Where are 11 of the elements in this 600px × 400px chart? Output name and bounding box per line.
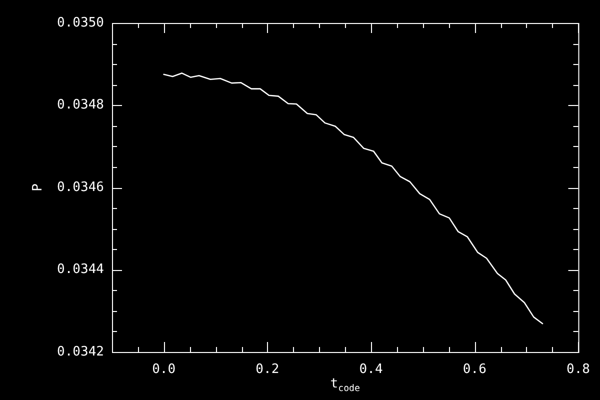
x-tick-label: 0.8 [566, 362, 590, 378]
x-tick-label: 0.4 [359, 362, 383, 378]
y-tick-label: 0.0346 [57, 180, 104, 195]
x-tick-label: 0.6 [462, 362, 486, 378]
y-tick-label: 0.0350 [57, 15, 104, 30]
x-tick-label: 0.2 [256, 362, 280, 378]
y-axis-title: P [30, 183, 46, 192]
y-tick-label: 0.0342 [57, 344, 104, 360]
x-tick-label: 0.0 [152, 362, 176, 378]
y-tick-label: 0.0344 [57, 262, 104, 278]
y-tick-label: 0.0348 [57, 98, 104, 113]
